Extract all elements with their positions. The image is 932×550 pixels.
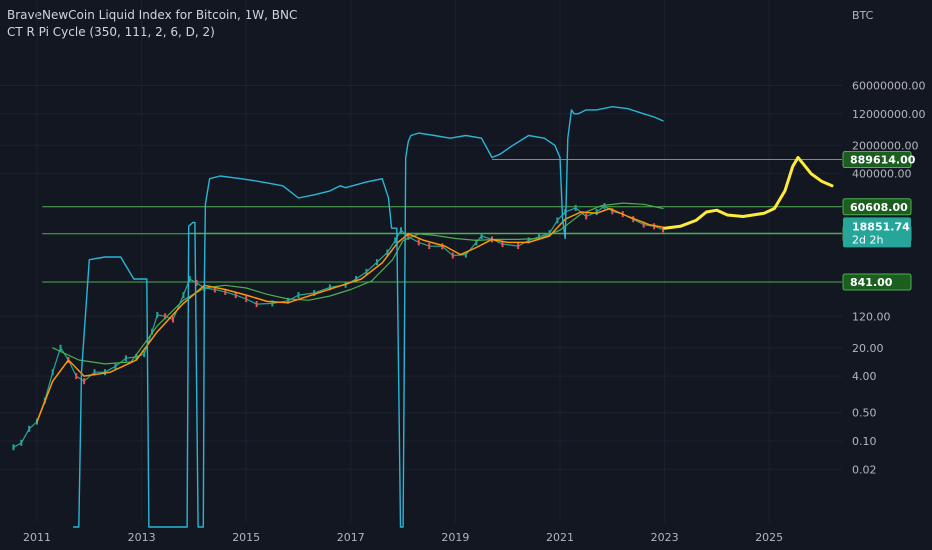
price-candle	[527, 237, 530, 244]
series-line-projection	[663, 156, 834, 230]
price-candle	[548, 230, 551, 237]
price-candle	[12, 444, 15, 451]
price-candle	[441, 243, 444, 250]
price-candle	[28, 425, 31, 432]
price-candle	[287, 297, 290, 304]
price-candle	[603, 203, 606, 210]
price-candle	[313, 290, 316, 297]
price-candle	[451, 252, 454, 259]
time-axis[interactable]: 2011 2013 2015 2017 2019 2021 2023 2025	[23, 531, 783, 544]
price-candle	[245, 296, 248, 303]
price-candle	[271, 300, 274, 307]
price-candle	[83, 378, 86, 385]
price-candle	[75, 373, 78, 380]
price-candle	[517, 243, 520, 250]
price-candle	[103, 369, 106, 376]
series-line-ma_orange	[36, 207, 664, 423]
series-line-ma_green	[52, 202, 664, 365]
price-candle	[662, 226, 665, 233]
price-candle	[355, 276, 358, 282]
price-candle	[224, 288, 227, 295]
price-candle	[114, 363, 117, 370]
price-candle	[501, 241, 504, 248]
price-candle	[642, 221, 645, 228]
level-label-bg	[842, 151, 912, 169]
x-tick-label: 2013	[128, 531, 156, 544]
price-candle	[195, 279, 198, 286]
x-tick-label: 2023	[651, 531, 679, 544]
level-labels: 889614.0060608.0013075.00841.0018851.742…	[842, 151, 916, 291]
indicator-label[interactable]: CT R Pi Cycle (350, 111, 2, 6, D, 2)	[7, 25, 215, 39]
price-candle	[428, 243, 431, 250]
current-price-bg	[843, 217, 911, 248]
y-tick-label: 0.02	[852, 463, 877, 476]
price-axis[interactable]: BTC 60000000.00 12000000.00 2000000.00 4000…	[852, 9, 925, 476]
price-candle	[375, 259, 378, 266]
axis-unit: BTC	[852, 9, 874, 22]
series-line-price	[12, 205, 664, 448]
x-tick-label: 2017	[337, 531, 365, 544]
y-tick-label: 4.00	[852, 370, 877, 383]
level-label: 889614.00	[850, 154, 916, 167]
y-tick-label: 400000.00	[852, 168, 912, 181]
price-candle	[297, 292, 300, 299]
level-label-bg	[842, 198, 912, 216]
price-candle	[365, 268, 368, 275]
price-candle	[556, 217, 559, 224]
y-tick-label: 2000000.00	[852, 139, 918, 152]
x-tick-label: 2019	[441, 531, 469, 544]
price-candle	[255, 301, 258, 308]
price-candle	[171, 316, 174, 323]
bar-countdown: 2d 2h	[852, 233, 883, 246]
price-candle	[538, 233, 541, 240]
price-candle	[574, 204, 577, 211]
y-tick-label: 20.00	[852, 342, 884, 355]
series-line-pi_top	[72, 105, 664, 528]
price-candle	[585, 213, 588, 220]
price-candle	[51, 369, 54, 376]
price-candle	[135, 353, 138, 360]
price-candle	[213, 286, 216, 293]
price-candle	[407, 233, 410, 240]
x-tick-label: 2015	[232, 531, 260, 544]
x-tick-label: 2025	[755, 531, 783, 544]
price-candle	[400, 227, 403, 234]
y-tick-label: 120.00	[852, 310, 891, 323]
y-tick-label: 0.50	[852, 407, 877, 420]
price-candle	[143, 351, 146, 358]
price-candle	[386, 249, 389, 256]
price-candle	[480, 233, 483, 240]
price-candle	[464, 251, 467, 258]
y-tick-label: 0.10	[852, 435, 877, 448]
level-label-bg	[842, 273, 912, 291]
price-candle	[182, 292, 185, 299]
price-candle	[20, 439, 23, 446]
price-candle	[611, 208, 614, 215]
price-candle	[188, 276, 191, 282]
y-tick-label: 60000000.00	[852, 79, 925, 92]
price-candle	[59, 344, 62, 351]
price-candle	[164, 313, 167, 320]
price-candle	[595, 209, 598, 216]
current-price-label: 18851.74	[852, 220, 910, 233]
y-tick-label: 12000000.00	[852, 108, 925, 121]
level-label: 841.00	[850, 276, 893, 289]
price-candle	[156, 311, 159, 318]
grid	[0, 0, 842, 522]
price-candle	[417, 239, 420, 246]
price-candle	[328, 284, 331, 291]
plot-area	[12, 105, 834, 528]
price-levels	[42, 159, 842, 283]
x-tick-label: 2021	[546, 531, 574, 544]
price-candle	[394, 237, 397, 244]
x-tick-label: 2011	[23, 531, 51, 544]
price-candle	[475, 239, 478, 246]
price-candle	[124, 355, 127, 362]
price-candle	[151, 328, 154, 335]
level-label: 60608.00	[850, 201, 908, 214]
price-candle	[93, 369, 96, 376]
price-candle	[234, 292, 237, 299]
chart-title: BraveNewCoin Liquid Index for Bitcoin, 1…	[7, 8, 298, 22]
